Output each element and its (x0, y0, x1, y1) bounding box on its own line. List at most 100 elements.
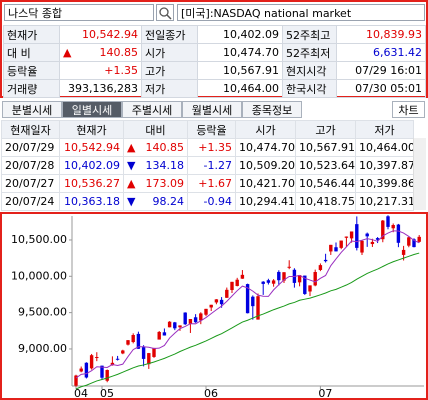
candle-body (131, 335, 135, 343)
candle-body (370, 241, 375, 245)
tab[interactable]: 월별시세 (182, 101, 242, 118)
quote-row: 대 비 ▲ 140.85 시가 10,474.70 52주최저 6,631.42 (3, 43, 426, 62)
daily-table: 현재일자 현재가 대비 등락율 시가 고가 저가 20/07/29 10,542.94 ▲ 140.… (1, 120, 414, 211)
quote-value: ▲ 140.85 (59, 43, 142, 62)
quote-value: 6,631.42 (336, 43, 426, 62)
change-arrow: ▲ (127, 177, 136, 190)
table-row: 20/07/24 10,363.18 ▼ 98.24 -0.94 10,294.41 10,… (1, 192, 414, 211)
quote-value: 07/29 16:01 (336, 61, 426, 80)
date-cell: 20/07/24 (1, 192, 60, 211)
quote-value-text: 10,402.09 (223, 28, 279, 41)
column-header: 현재가 (59, 120, 124, 139)
candle-body (162, 332, 167, 336)
candle-body (417, 236, 421, 242)
rate-cell: +1.67 (187, 174, 236, 193)
candle-body (141, 347, 146, 359)
candle-body (95, 357, 99, 359)
quote-value-text: 07/30 05:01 (355, 82, 422, 95)
rate-cell: -0.94 (187, 192, 236, 211)
date-cell: 20/07/28 (1, 156, 60, 175)
change-arrow: ▼ (127, 195, 136, 208)
tab-bar: 분별시세 일별시세 주별시세 월별시세 종목정보 차트 (2, 101, 426, 119)
candle-body (412, 239, 416, 248)
candle-body (178, 325, 182, 328)
candle-body (287, 266, 291, 268)
quote-value-text: 07/29 16:01 (355, 64, 422, 77)
quote-row: 거래량 393,136,283 저가 10,464.00 한국시각 07/30 05:01 (3, 79, 426, 98)
candle-body (225, 289, 229, 298)
symbol-select[interactable]: 나스닥 종합 (4, 4, 154, 21)
change-cell: ▲ 173.09 (123, 174, 188, 193)
tab[interactable]: 종목정보 (242, 101, 302, 118)
rate-cell: +1.35 (187, 138, 236, 157)
change-text: 140.85 (145, 141, 185, 154)
candle-body (193, 317, 198, 323)
column-header: 현재일자 (1, 120, 60, 139)
candle-body (339, 240, 343, 248)
quote-table: 현재가 10,542.94 전일종가 10,402.09 52주최고 10,839.93 대… (3, 25, 426, 98)
open-cell: 10,294.41 (235, 192, 296, 211)
quote-value: 10,839.93 (336, 25, 426, 44)
candle-body (318, 265, 323, 270)
high-cell: 10,418.75 (295, 192, 356, 211)
high-cell: 10,567.91 (295, 138, 356, 157)
x-tick-label: 06 (204, 387, 218, 398)
open-cell: 10,474.70 (235, 138, 296, 157)
quote-value-text: 6,631.42 (373, 46, 422, 59)
x-tick-label: 07 (318, 387, 332, 398)
tab[interactable]: 분별시세 (2, 101, 62, 118)
candle-body (240, 274, 245, 279)
chart-button[interactable]: 차트 (392, 101, 425, 118)
candle-body (329, 244, 333, 252)
quote-value-text: 10,567.91 (223, 64, 279, 77)
candle-body (214, 299, 219, 303)
low-cell: 10,464.00 (355, 138, 414, 157)
chart-panel (0, 212, 428, 400)
change-text: 98.24 (152, 195, 185, 208)
candle-body (386, 216, 390, 227)
y-tick-label: 9,500.00 (18, 306, 67, 319)
quote-value-text: 393,136,283 (68, 82, 138, 95)
candle-body (152, 347, 156, 357)
search-button[interactable] (156, 4, 174, 21)
change-arrow: ▼ (127, 159, 136, 172)
candle-body (391, 225, 395, 229)
quote-value-text: +1.35 (104, 64, 138, 77)
chart: 9,000.00 9,500.00 10,000.00 10,500.00 04 05 06… (11, 215, 424, 398)
candle-body (360, 240, 364, 253)
candle-body (375, 238, 380, 240)
candle-body (349, 231, 354, 239)
tab[interactable]: 일별시세 (62, 101, 122, 118)
market-field: [미국]:NASDAQ national market (177, 4, 425, 21)
y-tick-label: 10,500.00 (11, 233, 67, 246)
candle-body (167, 321, 172, 328)
quote-label: 대 비 (3, 43, 60, 62)
candle-body (110, 362, 115, 366)
quote-value: 10,567.91 (197, 61, 283, 80)
candle-body (183, 312, 187, 325)
quote-value-text: 10,474.70 (223, 46, 279, 59)
change-text: 134.18 (145, 159, 185, 172)
quote-panel: 나스닥 종합 [미국]:NASDAQ national market 현재가 10… (0, 0, 428, 98)
candle-body (100, 365, 104, 378)
scrollbar[interactable] (413, 138, 426, 210)
candle-body (365, 233, 369, 237)
change-cell: ▲ 140.85 (123, 138, 188, 157)
price-cell: 10,402.09 (59, 156, 124, 175)
column-header: 대비 (123, 120, 188, 139)
quote-label: 한국시각 (282, 79, 337, 98)
candle-body (334, 247, 338, 252)
candle-body (126, 340, 130, 345)
change-text: 173.09 (145, 177, 185, 190)
price-cell: 10,542.94 (59, 138, 124, 157)
quote-value-text: 10,542.94 (82, 28, 138, 41)
candle-body (157, 331, 161, 340)
candle-body (235, 279, 239, 286)
candle-body (188, 319, 193, 324)
quote-value: 10,474.70 (197, 43, 283, 62)
column-header: 저가 (355, 120, 414, 139)
quote-label: 저가 (141, 79, 198, 98)
candle-body (136, 333, 141, 349)
tab[interactable]: 주별시세 (122, 101, 182, 118)
